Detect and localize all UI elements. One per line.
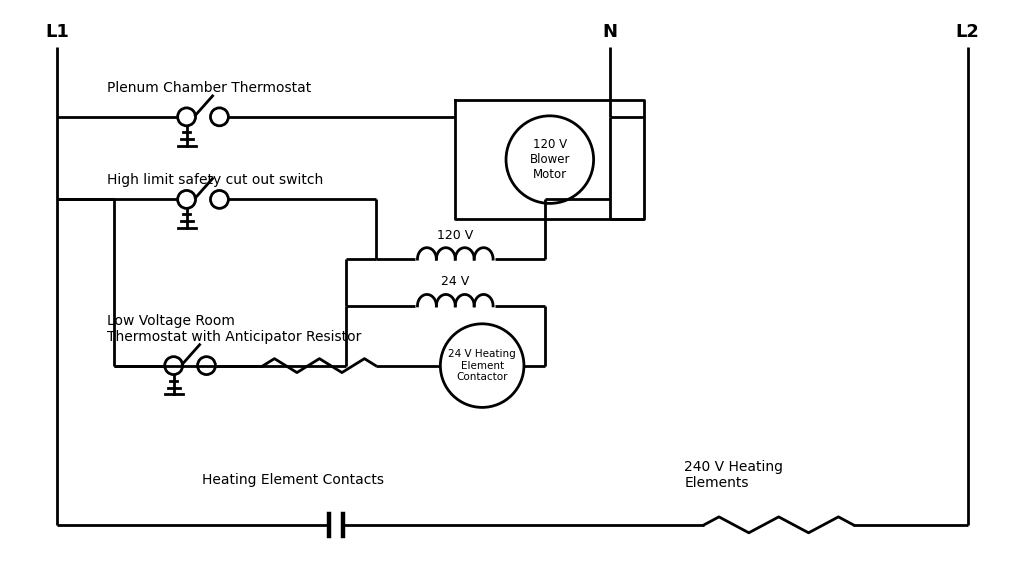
Text: High limit safety cut out switch: High limit safety cut out switch <box>106 174 324 187</box>
Text: 120 V
Blower
Motor: 120 V Blower Motor <box>529 138 570 181</box>
Text: L2: L2 <box>955 23 980 41</box>
Text: N: N <box>602 23 617 41</box>
Text: 24 V Heating
Element
Contactor: 24 V Heating Element Contactor <box>449 349 516 382</box>
Text: Plenum Chamber Thermostat: Plenum Chamber Thermostat <box>106 81 311 95</box>
Text: Low Voltage Room
Thermostat with Anticipator Resistor: Low Voltage Room Thermostat with Anticip… <box>106 313 361 344</box>
Text: 120 V: 120 V <box>437 229 473 242</box>
Text: Heating Element Contacts: Heating Element Contacts <box>202 473 384 487</box>
Text: 24 V: 24 V <box>441 275 469 288</box>
Text: L1: L1 <box>45 23 70 41</box>
Text: 240 V Heating
Elements: 240 V Heating Elements <box>684 460 783 490</box>
